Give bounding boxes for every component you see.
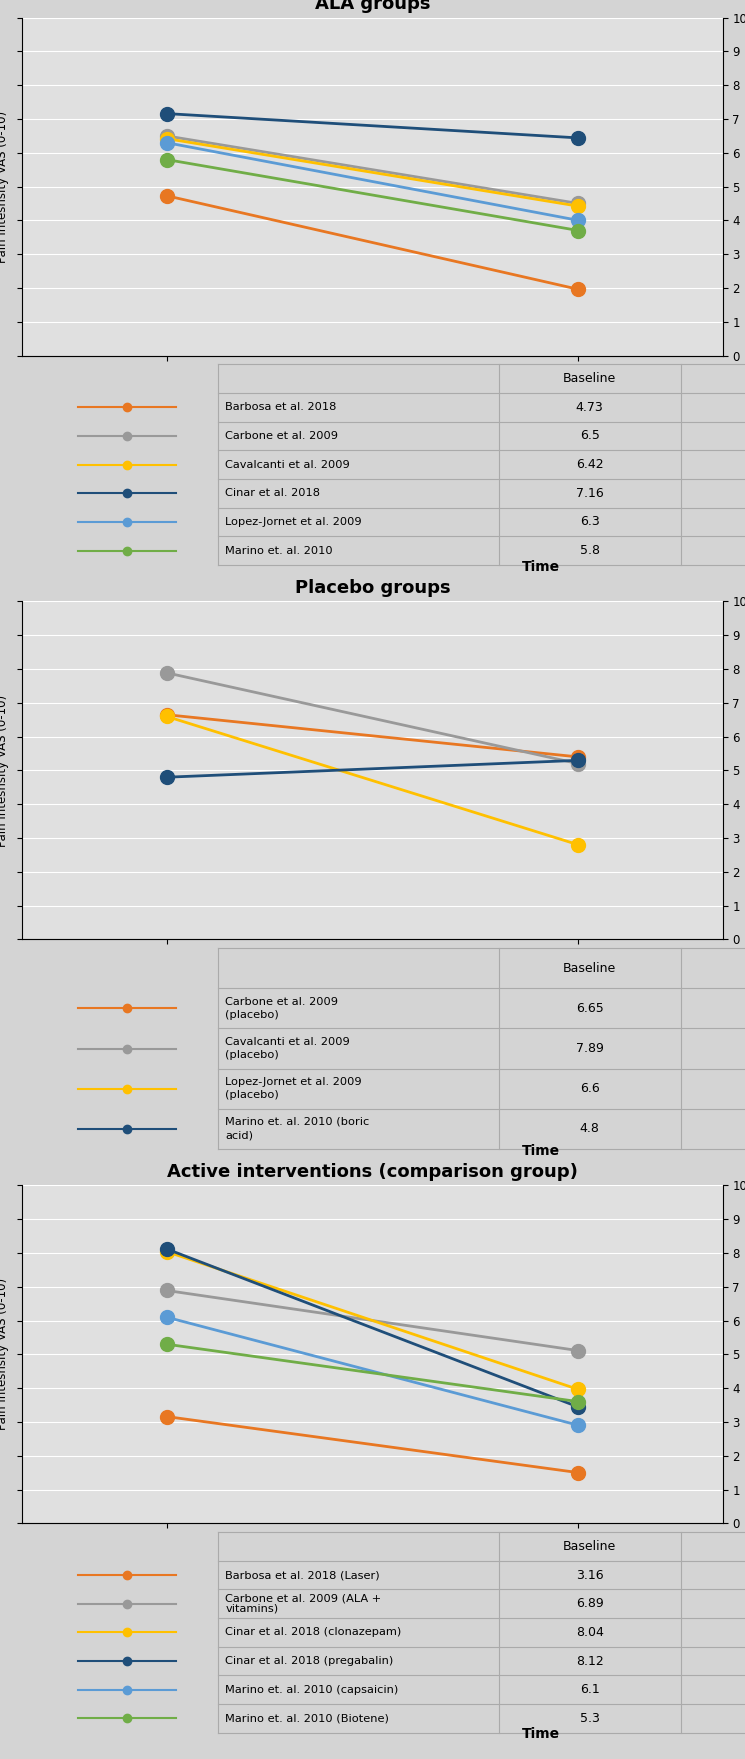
Text: 6.3: 6.3 bbox=[580, 515, 600, 528]
Text: Lopez-Jornet et al. 2009: Lopez-Jornet et al. 2009 bbox=[226, 517, 362, 528]
Text: 8.04: 8.04 bbox=[576, 1625, 603, 1639]
Title: Placebo groups: Placebo groups bbox=[295, 579, 450, 596]
Text: (placebo): (placebo) bbox=[226, 1010, 279, 1020]
Text: 7.89: 7.89 bbox=[576, 1041, 603, 1055]
Text: Carbone et al. 2009: Carbone et al. 2009 bbox=[226, 997, 338, 1006]
Text: Baseline: Baseline bbox=[563, 1539, 616, 1553]
Text: 8.12: 8.12 bbox=[576, 1655, 603, 1668]
Text: 6.65: 6.65 bbox=[576, 1003, 603, 1015]
Text: Time: Time bbox=[522, 1727, 559, 1741]
Text: 7.16: 7.16 bbox=[576, 487, 603, 500]
Text: Carbone et al. 2009 (ALA +: Carbone et al. 2009 (ALA + bbox=[226, 1594, 381, 1604]
Text: Baseline: Baseline bbox=[563, 962, 616, 974]
Text: Marino et. al. 2010 (capsaicin): Marino et. al. 2010 (capsaicin) bbox=[226, 1685, 399, 1694]
Y-axis label: Pain intesnsity VAS (0-10): Pain intesnsity VAS (0-10) bbox=[0, 111, 9, 262]
Text: Marino et. al. 2010: Marino et. al. 2010 bbox=[226, 545, 333, 556]
Text: Carbone et al. 2009: Carbone et al. 2009 bbox=[226, 431, 338, 442]
Text: Cavalcanti et al. 2009: Cavalcanti et al. 2009 bbox=[226, 1036, 350, 1047]
Text: 6.5: 6.5 bbox=[580, 429, 600, 443]
Text: Baseline: Baseline bbox=[563, 373, 616, 385]
Text: 6.6: 6.6 bbox=[580, 1082, 600, 1096]
Title: Active interventions (comparison group): Active interventions (comparison group) bbox=[167, 1163, 578, 1180]
Text: acid): acid) bbox=[226, 1131, 253, 1140]
Text: Barbosa et al. 2018: Barbosa et al. 2018 bbox=[226, 403, 337, 412]
Text: Cinar et al. 2018 (clonazepam): Cinar et al. 2018 (clonazepam) bbox=[226, 1627, 402, 1638]
Y-axis label: Pain intesnsity VAS (0-10): Pain intesnsity VAS (0-10) bbox=[0, 695, 9, 846]
Y-axis label: Pain intesnsity VAS (0-10): Pain intesnsity VAS (0-10) bbox=[0, 1279, 9, 1430]
Text: Time: Time bbox=[522, 559, 559, 573]
Text: Lopez-Jornet et al. 2009: Lopez-Jornet et al. 2009 bbox=[226, 1077, 362, 1087]
Text: Cinar et al. 2018: Cinar et al. 2018 bbox=[226, 489, 320, 498]
Text: (placebo): (placebo) bbox=[226, 1050, 279, 1061]
Text: 6.42: 6.42 bbox=[576, 457, 603, 471]
Title: ALA groups: ALA groups bbox=[314, 0, 431, 14]
Text: 5.8: 5.8 bbox=[580, 544, 600, 558]
Text: (placebo): (placebo) bbox=[226, 1091, 279, 1101]
Text: Time: Time bbox=[522, 1143, 559, 1157]
Text: Marino et. al. 2010 (Biotene): Marino et. al. 2010 (Biotene) bbox=[226, 1713, 390, 1724]
Text: Marino et. al. 2010 (boric: Marino et. al. 2010 (boric bbox=[226, 1117, 370, 1128]
Text: 5.3: 5.3 bbox=[580, 1712, 600, 1726]
Text: 4.8: 4.8 bbox=[580, 1122, 600, 1135]
Text: Cavalcanti et al. 2009: Cavalcanti et al. 2009 bbox=[226, 459, 350, 470]
Text: Cinar et al. 2018 (pregabalin): Cinar et al. 2018 (pregabalin) bbox=[226, 1655, 393, 1666]
Text: 4.73: 4.73 bbox=[576, 401, 603, 413]
Text: 6.1: 6.1 bbox=[580, 1683, 600, 1696]
Text: vitamins): vitamins) bbox=[226, 1604, 279, 1613]
Text: Barbosa et al. 2018 (Laser): Barbosa et al. 2018 (Laser) bbox=[226, 1571, 380, 1580]
Text: 6.89: 6.89 bbox=[576, 1597, 603, 1609]
Text: 3.16: 3.16 bbox=[576, 1569, 603, 1581]
